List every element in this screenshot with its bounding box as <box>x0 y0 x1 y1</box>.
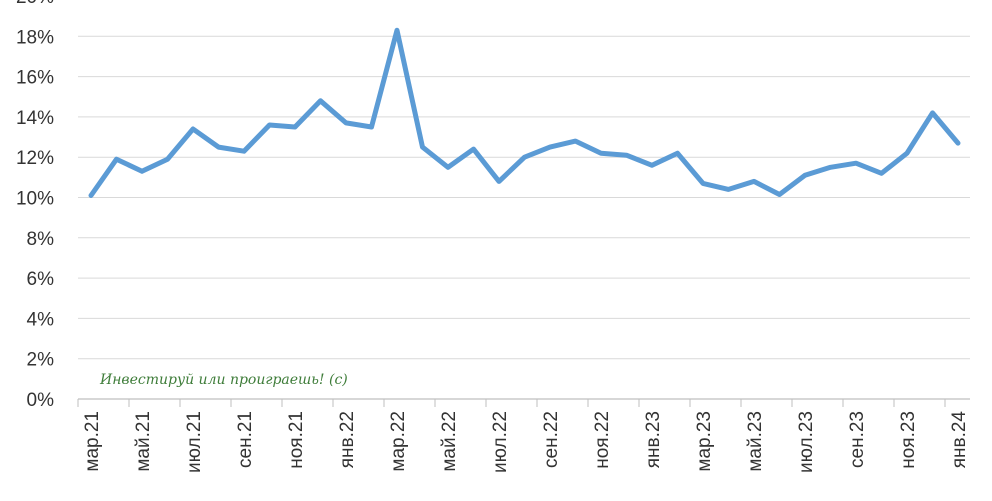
y-tick-label: 14% <box>16 108 54 129</box>
x-tick-label: янв.24 <box>949 411 970 469</box>
y-tick-label: 4% <box>27 309 55 330</box>
x-axis-ticks: мар.21 май.21 июл.21 сен.21 ноя.21 янв.22 мар.… <box>82 411 970 473</box>
y-tick-label: 18% <box>16 27 54 48</box>
x-axis <box>77 398 970 407</box>
x-tick-label: янв.23 <box>643 411 664 468</box>
x-tick-label: мар.23 <box>694 411 715 472</box>
series-line <box>88 27 961 198</box>
y-tick-label: 16% <box>16 68 54 89</box>
x-tick-label: сен.22 <box>541 411 562 468</box>
y-tick-label: 8% <box>27 229 55 250</box>
x-tick-label: июл.23 <box>796 411 817 473</box>
x-tick-label: ноя.21 <box>286 411 307 469</box>
gridlines <box>78 35 970 360</box>
y-tick-label: 0% <box>27 390 55 411</box>
y-tick-label: 12% <box>16 148 54 169</box>
x-tick-label: сен.23 <box>847 411 868 468</box>
y-axis-ticks: 0% 2% 4% 6% 8% 10% 12% 14% 16% 18% 20% <box>16 0 54 411</box>
x-tick-label: июл.22 <box>490 411 511 473</box>
x-tick-label: май.22 <box>439 411 460 472</box>
x-tick-label: мар.22 <box>388 411 409 472</box>
x-tick-label: май.21 <box>133 411 154 472</box>
x-tick-label: сен.21 <box>235 411 256 468</box>
y-tick-label: 10% <box>16 189 54 210</box>
x-tick-label: май.23 <box>745 411 766 472</box>
watermark-annotation: Инвестируй или проиграешь! (с) <box>99 372 348 388</box>
y-tick-label: 2% <box>27 350 55 371</box>
x-tick-label: мар.21 <box>82 411 103 472</box>
series-group <box>88 27 961 198</box>
x-tick-label: ноя.22 <box>592 411 613 469</box>
x-tick-label: ноя.23 <box>898 411 919 469</box>
x-tick-label: янв.22 <box>337 411 358 468</box>
y-tick-label: 20% <box>16 0 54 8</box>
y-tick-label: 6% <box>27 269 55 290</box>
x-tick-label: июл.21 <box>184 411 205 473</box>
